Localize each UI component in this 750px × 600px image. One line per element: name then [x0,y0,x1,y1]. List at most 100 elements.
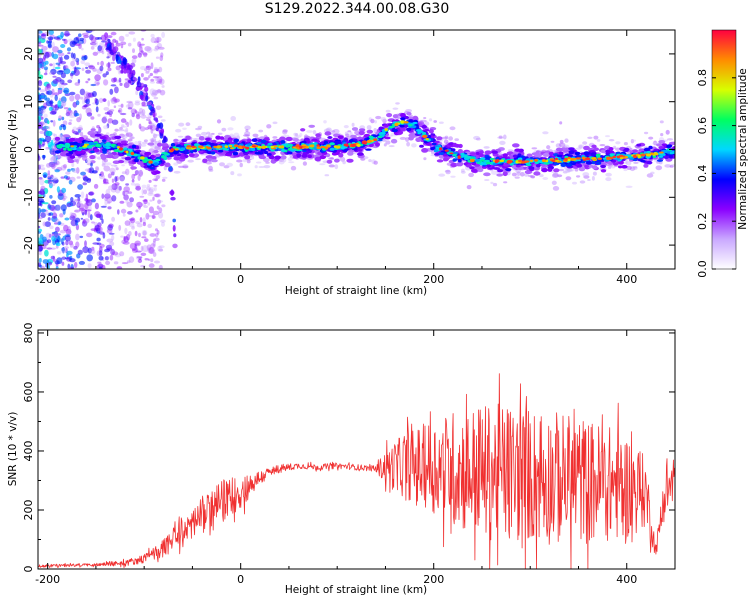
noise-cell [69,115,75,118]
noise-cell [38,177,43,180]
noise-cell [123,236,129,243]
noise-cell [84,62,91,66]
noise-cell [73,53,76,60]
band-cell [570,158,575,161]
band-cell [431,142,437,146]
band-cell [410,125,417,129]
noise-cell [131,248,136,251]
noise-cell [86,254,93,262]
band-cell [229,147,234,150]
band-halo-cell [633,161,639,164]
band-cell [357,152,364,156]
noise-cell [161,31,166,38]
noise-cell [124,78,131,81]
band-cell [340,146,345,150]
band-halo-cell [605,177,612,182]
band-cell [658,146,666,150]
band-cell [280,145,285,149]
noise-cell [111,178,115,183]
noise-cell [118,224,122,231]
band-halo-cell [110,164,118,167]
band-cell [379,132,385,135]
band-halo-cell [197,125,203,129]
branch-cell [132,76,137,81]
noise-cell [145,70,150,74]
colorbar-label: Normalized spectral amplitude [737,68,749,229]
noise-cell [54,204,61,211]
band-cell [591,165,598,170]
noise-cell [45,135,52,143]
noise-cell [115,42,121,47]
noise-cell [79,37,84,42]
noise-cell [38,48,42,55]
band-cell [441,147,447,151]
noise-cell [154,237,160,241]
noise-cell [142,221,146,227]
band-cell [153,149,159,154]
noise-cell [121,239,127,244]
noise-cell [143,189,148,195]
noise-cell [97,45,102,52]
noise-cell [43,113,48,119]
branch-cell [120,69,124,74]
band-cell [471,168,478,173]
noise-cell [106,228,113,234]
band-cell [119,150,123,153]
noise-cell [95,213,102,218]
band-cell [424,128,430,132]
band-halo-cell [608,139,615,142]
noise-cell [151,89,159,96]
noise-cell [64,217,70,221]
noise-cell [122,213,126,217]
band-cell [460,152,465,156]
noise-cell [134,109,137,114]
noise-cell [113,77,118,83]
band-cell [216,145,221,149]
band-cell [412,121,418,125]
band-cell [408,136,414,141]
noise-cell [85,66,89,69]
band-halo-cell [347,130,352,133]
branch-cell [157,122,161,129]
band-halo-cell [644,131,649,135]
band-cell [534,153,542,158]
band-cell [258,155,267,160]
snr-x-tick: 400 [616,330,637,586]
band-halo-cell [499,140,506,145]
band-cell [57,145,63,149]
noise-cell [156,69,160,73]
band-cell [301,153,308,158]
noise-cell [52,75,57,78]
band-cell [144,151,152,156]
band-cell [148,160,153,164]
noise-cell [152,240,156,247]
noise-cell [109,254,114,261]
branch-cell [155,119,159,123]
band-cell [361,141,366,145]
noise-cell [64,33,71,36]
band-cell [327,136,333,139]
noise-cell [117,68,121,75]
band-cell [421,148,429,153]
noise-cell [118,77,122,83]
noise-cell [84,202,89,210]
noise-cell [91,198,96,203]
noise-cell [137,41,142,48]
band-cell [324,131,332,136]
noise-cell [144,127,149,131]
noise-cell [160,119,166,122]
noise-cell [101,51,105,55]
noise-cell [109,109,115,112]
noise-cell [107,206,112,210]
noise-cell [55,226,60,233]
band-halo-cell [74,159,78,163]
band-cell [457,161,464,166]
band-cell [553,168,560,173]
band-cell [502,171,508,177]
noise-cell [158,207,163,214]
band-cell [161,152,166,155]
band-cell [63,147,67,151]
band-cell [436,159,444,163]
noise-cell [81,220,88,227]
branch-cell [112,54,116,62]
